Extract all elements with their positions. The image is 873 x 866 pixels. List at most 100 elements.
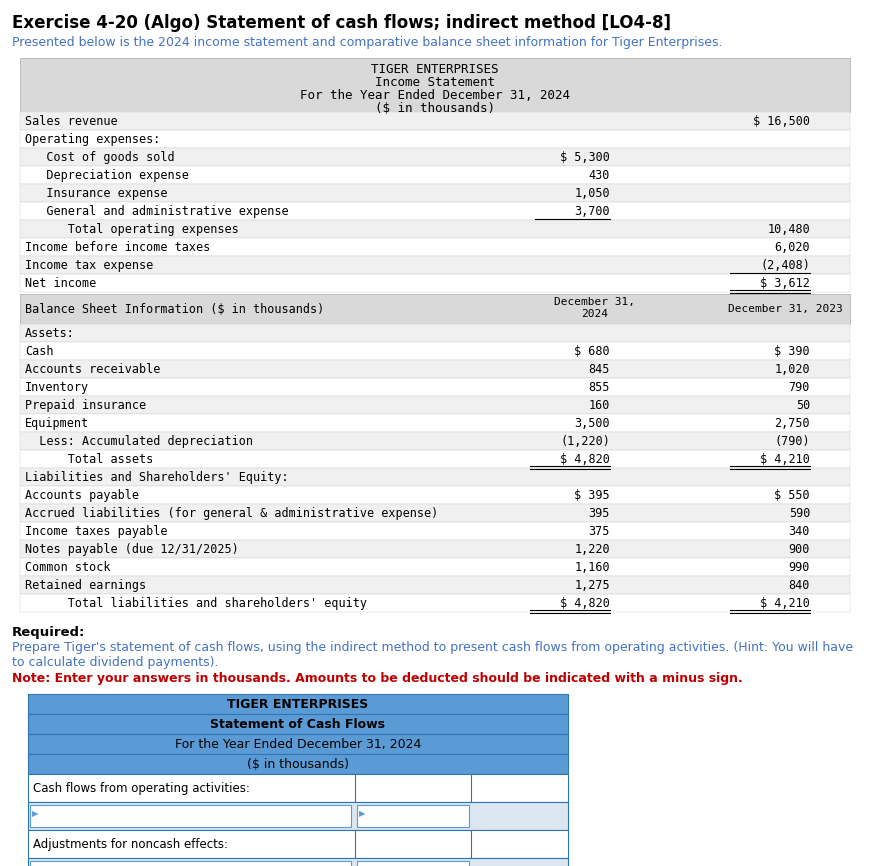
Text: ▶: ▶ [359,809,365,818]
Bar [20,540,850,558]
Text: Total operating expenses: Total operating expenses [25,223,238,236]
Text: Sales revenue: Sales revenue [25,115,118,128]
Text: Cost of goods sold: Cost of goods sold [25,151,175,164]
Text: 1,050: 1,050 [574,187,610,200]
Text: Inventory: Inventory [25,381,89,394]
Bar [30,805,351,827]
Text: Accrued liabilities (for general & administrative expense): Accrued liabilities (for general & admin… [25,507,438,520]
Text: Accounts receivable: Accounts receivable [25,363,161,376]
Text: TIGER ENTERPRISES: TIGER ENTERPRISES [227,698,368,711]
Text: (1,220): (1,220) [560,435,610,448]
Text: 790: 790 [788,381,810,394]
Text: ($ in thousands): ($ in thousands) [247,758,349,771]
Text: Income Statement: Income Statement [375,76,495,89]
Bar [28,714,568,734]
Bar [28,734,568,754]
Text: Prepare Tiger's statement of cash flows, using the indirect method to present ca: Prepare Tiger's statement of cash flows,… [12,641,853,669]
Text: (790): (790) [774,435,810,448]
Text: Accounts payable: Accounts payable [25,489,139,502]
Text: $ 4,820: $ 4,820 [560,597,610,610]
Text: Note: Enter your answers in thousands. Amounts to be deducted should be indicate: Note: Enter your answers in thousands. A… [12,672,743,685]
Text: Presented below is the 2024 income statement and comparative balance sheet infor: Presented below is the 2024 income state… [12,36,723,49]
Text: Prepaid insurance: Prepaid insurance [25,399,146,412]
Bar [28,774,568,802]
Text: Common stock: Common stock [25,561,111,574]
Text: Equipment: Equipment [25,417,89,430]
Text: 50: 50 [796,399,810,412]
Text: 6,020: 6,020 [774,241,810,254]
Text: $ 4,820: $ 4,820 [560,453,610,466]
Bar [357,861,469,866]
Text: $ 4,210: $ 4,210 [760,597,810,610]
Text: 1,220: 1,220 [574,543,610,556]
Text: ▶: ▶ [32,809,38,818]
Bar [20,432,850,450]
Text: $ 3,612: $ 3,612 [760,277,810,290]
Text: Operating expenses:: Operating expenses: [25,133,161,146]
Text: Income before income taxes: Income before income taxes [25,241,210,254]
Text: Total assets: Total assets [25,453,154,466]
Text: Statement of Cash Flows: Statement of Cash Flows [210,718,386,731]
Text: Depreciation expense: Depreciation expense [25,169,189,182]
Bar [28,830,568,858]
Text: 590: 590 [788,507,810,520]
Text: 3,700: 3,700 [574,205,610,218]
Text: 160: 160 [588,399,610,412]
Text: ▶: ▶ [359,865,365,866]
Text: Net income: Net income [25,277,96,290]
Text: $ 4,210: $ 4,210 [760,453,810,466]
Bar [20,576,850,594]
Text: 2,750: 2,750 [774,417,810,430]
Text: Cash: Cash [25,345,53,358]
Bar [28,858,568,866]
Text: For the Year Ended December 31, 2024: For the Year Ended December 31, 2024 [175,738,421,751]
Text: December 31,
2024: December 31, 2024 [554,297,636,319]
Bar [20,274,850,292]
Bar [20,112,850,130]
Bar [20,324,850,342]
Text: Required:: Required: [12,626,86,639]
Text: 990: 990 [788,561,810,574]
Text: 340: 340 [788,525,810,538]
Text: (2,408): (2,408) [760,259,810,272]
Text: Retained earnings: Retained earnings [25,579,146,592]
Text: ▶: ▶ [32,865,38,866]
Text: $ 395: $ 395 [574,489,610,502]
Bar [20,342,850,360]
Text: 900: 900 [788,543,810,556]
Text: Cash flows from operating activities:: Cash flows from operating activities: [33,782,250,795]
Bar [28,754,568,774]
Bar [20,594,850,612]
Text: ($ in thousands): ($ in thousands) [375,102,495,115]
Text: Exercise 4-20 (Algo) Statement of cash flows; indirect method [LO4-8]: Exercise 4-20 (Algo) Statement of cash f… [12,14,671,32]
Bar [30,861,351,866]
Text: Adjustments for noncash effects:: Adjustments for noncash effects: [33,838,228,851]
Text: 845: 845 [588,363,610,376]
Text: For the Year Ended December 31, 2024: For the Year Ended December 31, 2024 [300,89,570,102]
Bar [20,58,850,112]
Bar [20,294,850,324]
Text: $ 680: $ 680 [574,345,610,358]
Bar [20,256,850,274]
Bar [20,378,850,396]
Bar [357,805,469,827]
Text: $ 390: $ 390 [774,345,810,358]
Text: Less: Accumulated depreciation: Less: Accumulated depreciation [25,435,253,448]
Text: 1,275: 1,275 [574,579,610,592]
Bar [20,130,850,148]
Text: Notes payable (due 12/31/2025): Notes payable (due 12/31/2025) [25,543,238,556]
Text: $ 5,300: $ 5,300 [560,151,610,164]
Text: TIGER ENTERPRISES: TIGER ENTERPRISES [371,63,498,76]
Text: $ 16,500: $ 16,500 [753,115,810,128]
Text: 10,480: 10,480 [767,223,810,236]
Bar [20,202,850,220]
Text: General and administrative expense: General and administrative expense [25,205,289,218]
Text: Balance Sheet Information ($ in thousands): Balance Sheet Information ($ in thousand… [25,303,324,316]
Text: Income taxes payable: Income taxes payable [25,525,168,538]
Bar [28,694,568,714]
Bar [20,220,850,238]
Text: 855: 855 [588,381,610,394]
Text: 375: 375 [588,525,610,538]
Bar [20,522,850,540]
Bar [20,486,850,504]
